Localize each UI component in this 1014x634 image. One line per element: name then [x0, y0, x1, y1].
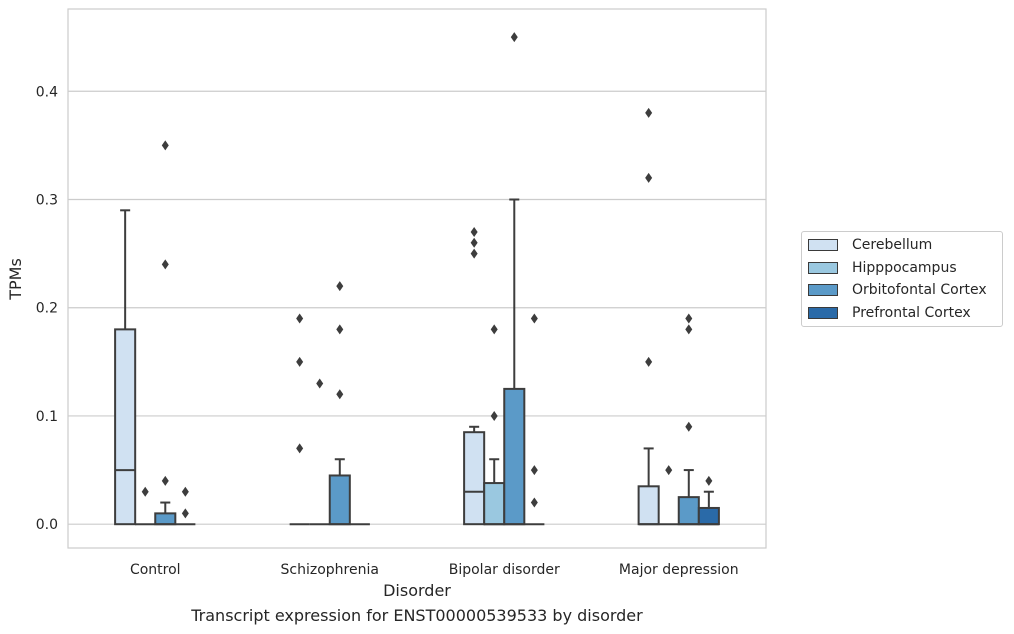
outlier-point	[470, 237, 478, 248]
outlier-point	[296, 443, 304, 454]
box-prefrontal-cortex	[175, 486, 196, 526]
outlier-point	[530, 465, 538, 476]
outlier-point	[665, 465, 673, 476]
box-hipppocampus	[658, 465, 679, 526]
outlier-point	[645, 172, 653, 183]
outlier-point	[181, 486, 189, 497]
x-tick-label: Major depression	[619, 562, 739, 578]
legend-swatch	[808, 284, 838, 296]
box-orbitofontal-cortex	[503, 32, 526, 526]
outlier-point	[161, 475, 169, 486]
legend-label: Cerebellum	[852, 237, 933, 253]
x-tick-label: Bipolar disorder	[449, 562, 560, 578]
outlier-point	[490, 324, 498, 335]
x-tick-label: Schizophrenia	[281, 562, 379, 578]
y-tick-label: 0.0	[36, 517, 58, 533]
legend-label: Hipppocampus	[852, 260, 957, 276]
box-prefrontal-cortex	[524, 313, 545, 526]
y-tick-label: 0.4	[36, 84, 58, 100]
legend-swatch	[808, 262, 838, 274]
outlier-point	[685, 313, 693, 324]
outlier-point	[645, 107, 653, 118]
legend-swatch	[808, 239, 838, 251]
outlier-point	[470, 226, 478, 237]
outlier-point	[336, 389, 344, 400]
box-cerebellum	[114, 209, 137, 526]
y-tick-label: 0.3	[36, 192, 58, 208]
y-tick-label: 0.2	[36, 301, 58, 317]
box-hipppocampus	[135, 486, 156, 526]
box-cerebellum	[289, 313, 310, 526]
box-hipppocampus	[483, 324, 506, 526]
outlier-point	[685, 421, 693, 432]
box-body	[697, 506, 720, 526]
box-body	[154, 512, 177, 526]
box-orbitofontal-cortex	[154, 140, 177, 526]
box-body	[114, 328, 137, 526]
legend: Cerebellum Hipppocampus Orbitofontal Cor…	[801, 231, 1003, 327]
outlier-point	[141, 486, 149, 497]
outlier-point	[161, 259, 169, 270]
box-orbitofontal-cortex	[328, 281, 351, 526]
outlier-point	[296, 356, 304, 367]
outlier-point	[316, 378, 324, 389]
box-body	[463, 431, 486, 526]
box-hipppocampus	[309, 378, 330, 526]
outlier-point	[645, 356, 653, 367]
legend-label: Orbitofontal Cortex	[852, 282, 987, 298]
box-cerebellum	[637, 107, 660, 526]
legend-item-cerebellum: Cerebellum	[808, 235, 932, 255]
legend-item-prefrontal-cortex: Prefrontal Cortex	[808, 303, 971, 323]
legend-label: Prefrontal Cortex	[852, 305, 971, 321]
y-tick-label: 0.1	[36, 409, 58, 425]
box-body	[637, 485, 660, 526]
box-body	[483, 482, 506, 526]
outlier-point	[336, 324, 344, 335]
outlier-point	[510, 32, 518, 43]
box-body	[677, 496, 700, 526]
x-axis-label: Disorder	[383, 581, 451, 600]
outlier-point	[470, 248, 478, 259]
y-axis-label: TPMs	[6, 258, 25, 301]
outlier-point	[181, 508, 189, 519]
outlier-point	[705, 475, 713, 486]
legend-swatch	[808, 307, 838, 319]
outlier-point	[336, 281, 344, 292]
outlier-point	[530, 497, 538, 508]
x-axis-ticks: Control Schizophrenia Bipolar disorder Majo…	[130, 562, 739, 578]
plot-area	[67, 8, 767, 549]
box-orbitofontal-cortex	[677, 313, 700, 526]
outlier-point	[530, 313, 538, 324]
box-body	[328, 474, 351, 526]
legend-item-hippocampus: Hipppocampus	[808, 258, 957, 278]
outlier-point	[296, 313, 304, 324]
outlier-point	[161, 140, 169, 151]
y-axis-ticks: 0.0 0.1 0.2 0.3 0.4	[36, 84, 58, 533]
box-prefrontal-cortex	[697, 475, 720, 526]
legend-item-orbitofrontal-cortex: Orbitofontal Cortex	[808, 280, 987, 300]
box-series	[114, 32, 720, 526]
box-body	[503, 387, 526, 526]
x-tick-label: Control	[130, 562, 181, 578]
box-cerebellum	[463, 226, 486, 526]
outlier-point	[685, 324, 693, 335]
outlier-point	[490, 410, 498, 421]
figure-caption: Transcript expression for ENST0000053953…	[191, 606, 643, 625]
